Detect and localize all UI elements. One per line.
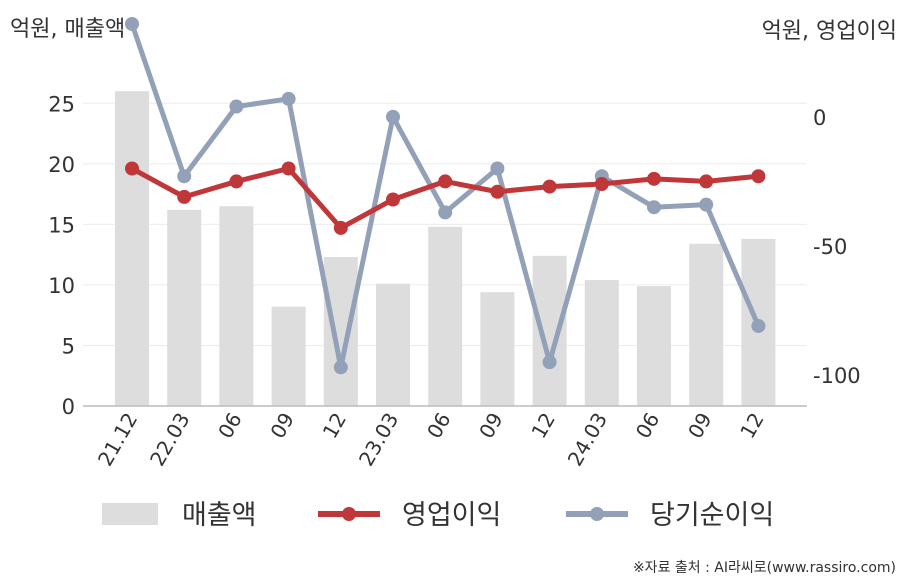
right-axis-unit: 억원, 영업이익	[762, 19, 897, 44]
operating-profit-point	[699, 174, 714, 189]
x-tick-label: 23.03	[354, 409, 403, 471]
net-income-point	[438, 205, 453, 220]
left-tick-label: 15	[48, 213, 75, 237]
net-income-point	[281, 91, 296, 106]
left-tick-label: 20	[48, 153, 75, 177]
revenue-bar	[167, 209, 202, 406]
operating-profit-point	[177, 189, 192, 204]
revenue-bar	[532, 255, 567, 406]
revenue-bar	[428, 226, 463, 406]
legend-marker-net-income	[590, 507, 604, 521]
left-tick-label: 25	[48, 92, 75, 116]
operating-profit-point	[542, 179, 557, 194]
x-tick-label: 22.03	[145, 409, 194, 471]
x-tick-label: 12	[735, 409, 769, 443]
legend-label-net-income: 당기순이익	[650, 500, 774, 531]
operating-profit-point	[386, 192, 400, 207]
x-tick-label: 09	[683, 409, 717, 443]
revenue-bar	[323, 257, 358, 406]
net-income-point	[647, 200, 661, 215]
right-tick-label: -50	[813, 235, 847, 259]
x-tick-label: 24.03	[563, 409, 612, 471]
legend-label-revenue: 매출액	[182, 500, 257, 531]
operating-profit-point	[333, 220, 348, 235]
operating-profit-point	[647, 171, 661, 186]
operating-profit-point	[281, 161, 296, 176]
x-tick-label: 09	[474, 409, 508, 443]
net-income-point	[490, 161, 505, 176]
net-income-point	[542, 355, 557, 370]
operating-profit-point	[438, 174, 453, 189]
x-tick-label: 12	[526, 409, 560, 443]
x-tick-label: 12	[318, 409, 352, 443]
profit-lines	[125, 16, 766, 375]
net-income-point	[333, 360, 348, 375]
net-income-point	[386, 109, 400, 124]
net-income-point	[751, 318, 766, 333]
left-tick-label: 5	[62, 334, 75, 358]
revenue-bar	[271, 306, 306, 406]
left-axis-unit: 억원, 매출액	[10, 17, 125, 42]
x-tick-label: 21.12	[93, 409, 142, 471]
source-note: ※자료 출처 : AI라씨로(www.rassiro.com)	[633, 560, 896, 576]
net-income-point	[177, 169, 192, 184]
revenue-bar	[480, 292, 515, 406]
right-tick-label: -100	[813, 364, 861, 388]
left-tick-label: 10	[48, 274, 75, 298]
gridlines	[83, 102, 807, 346]
revenue-bar	[584, 280, 619, 406]
net-income-point	[229, 99, 244, 114]
legend-marker-operating-profit	[342, 507, 356, 521]
revenue-bar	[637, 286, 671, 406]
revenue-bars	[115, 91, 776, 406]
revenue-bar	[115, 91, 149, 406]
legend-swatch-revenue	[102, 503, 158, 525]
left-tick-label: 0	[62, 395, 75, 419]
revenue-bar	[689, 243, 724, 406]
x-tick-label: 06	[631, 409, 665, 443]
operating-profit-point	[594, 177, 609, 191]
operating-profit-point	[229, 174, 244, 189]
x-tick-label: 06	[422, 409, 456, 443]
revenue-bar	[376, 283, 410, 406]
operating-profit-point	[751, 169, 766, 184]
right-tick-label: 0	[813, 106, 826, 130]
legend-label-operating-profit: 영업이익	[402, 500, 501, 531]
legend: 매출액 영업이익 당기순이익	[102, 500, 774, 531]
revenue-bar	[219, 206, 254, 406]
operating-profit-point	[490, 184, 505, 199]
right-axis-ticks: -100 -50 0	[813, 106, 861, 388]
x-axis-ticks: 21.12 22.03 06 09 12 23.03 06 09 12 24.03 06 09 12	[93, 409, 769, 471]
left-axis-ticks: 0 5 10 15 20 25	[48, 92, 75, 419]
x-tick-label: 06	[213, 409, 247, 443]
net-income-point	[125, 16, 139, 31]
operating-profit-point	[125, 161, 139, 176]
x-tick-label: 09	[265, 409, 299, 443]
net-income-point	[699, 197, 714, 212]
